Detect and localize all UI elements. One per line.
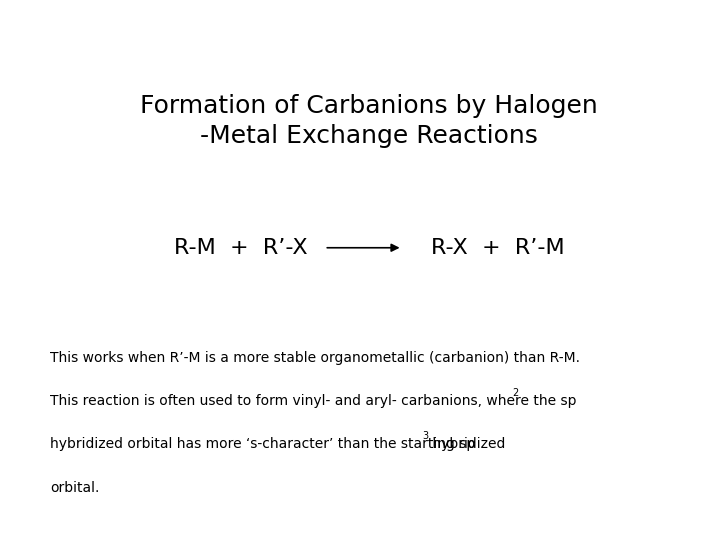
Text: Formation of Carbanions by Halogen
-Metal Exchange Reactions: Formation of Carbanions by Halogen -Meta… — [140, 94, 598, 147]
Text: R-X  +  R’-M: R-X + R’-M — [431, 238, 564, 258]
Text: orbital.: orbital. — [50, 481, 100, 495]
Text: This reaction is often used to form vinyl- and aryl- carbanions, where the sp: This reaction is often used to form viny… — [50, 394, 577, 408]
Text: hybridized orbital has more ‘s-character’ than the starting sp: hybridized orbital has more ‘s-character… — [50, 437, 476, 451]
Text: R-M  +  R’-X: R-M + R’-X — [174, 238, 307, 258]
Text: 3: 3 — [423, 431, 428, 441]
Text: hybridized: hybridized — [428, 437, 505, 451]
Text: 2: 2 — [513, 388, 518, 398]
Text: This works when R’-M is a more stable organometallic (carbanion) than R-M.: This works when R’-M is a more stable or… — [50, 351, 580, 365]
